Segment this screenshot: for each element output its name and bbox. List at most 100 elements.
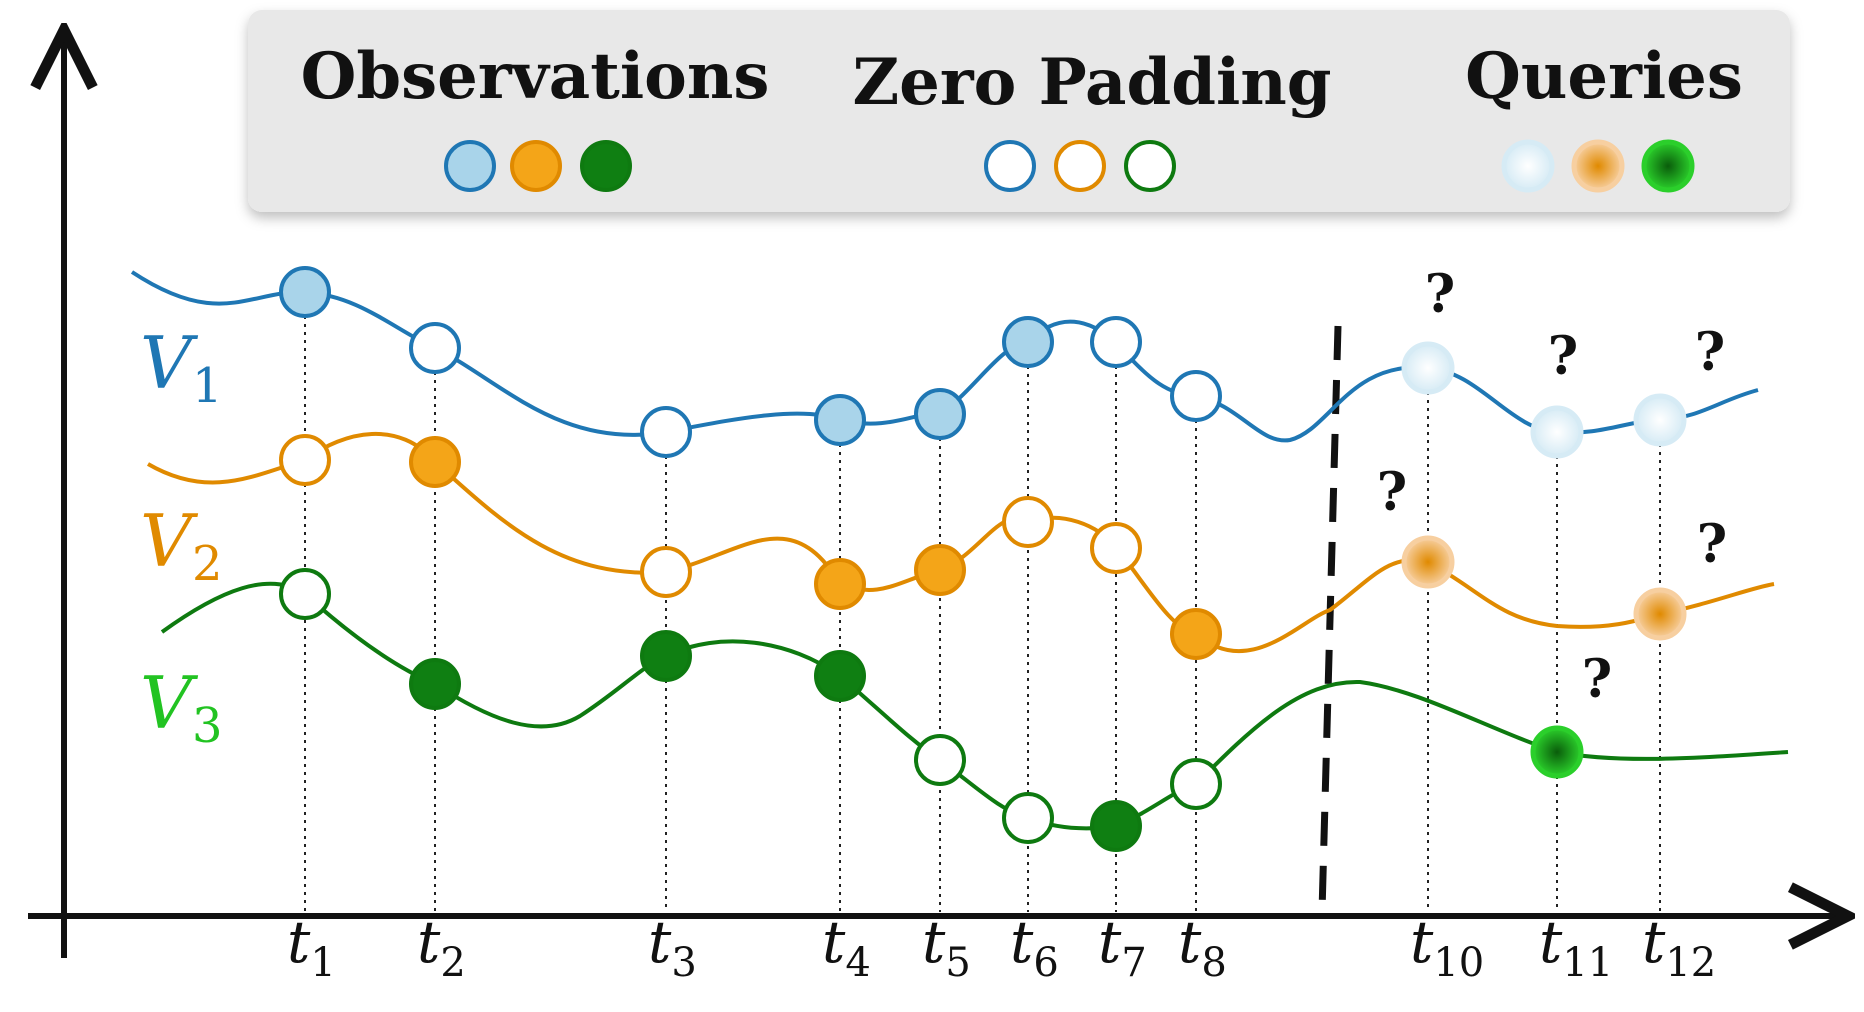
point-V3-t7-observed: [1090, 800, 1142, 852]
legend-swatch-padding-V3: [1124, 140, 1176, 192]
tick-label-t5-subscript: 5: [945, 940, 970, 986]
legend-swatch-observed-V2: [510, 140, 562, 192]
tick-label-t10-subscript: 10: [1433, 940, 1484, 986]
query-mark-V1-t10: ?: [1425, 264, 1455, 325]
point-V2-t10-query: [1401, 535, 1455, 589]
tick-label-t6: t6: [1010, 908, 1059, 986]
point-V3-t5-padding: [914, 734, 966, 786]
point-V1-t4-observed: [814, 394, 866, 446]
point-V2-t7-padding: [1090, 522, 1142, 574]
tick-label-t11: t11: [1539, 908, 1613, 986]
tick-label-t5: t5: [922, 908, 971, 986]
legend-swatch-observed-V1: [444, 140, 496, 192]
legend-swatch-observed-V3: [580, 140, 632, 192]
point-V1-t3-padding: [640, 406, 692, 458]
variable-label-V1-subscript: 1: [192, 358, 223, 414]
query-mark-V1-t11: ?: [1548, 326, 1578, 387]
variable-label-V3-symbol: V: [140, 661, 199, 745]
tick-label-t3-subscript: 3: [671, 940, 696, 986]
variable-label-V1-symbol: V: [140, 321, 199, 405]
point-V3-t4-observed: [814, 650, 866, 702]
tick-label-t6-symbol: t: [1010, 908, 1034, 976]
point-V2-t4-observed: [814, 558, 866, 610]
axes: [28, 30, 1848, 958]
point-V2-t3-padding: [640, 546, 692, 598]
legend-swatch-padding-V1: [984, 140, 1036, 192]
tick-label-t11-subscript: 11: [1562, 940, 1613, 986]
variable-label-V2-symbol: V: [140, 499, 199, 583]
variable-label-V3-subscript: 3: [192, 698, 223, 754]
tick-label-t7-symbol: t: [1098, 908, 1122, 976]
tick-label-t3: t3: [648, 908, 697, 986]
point-V3-t8-padding: [1170, 758, 1222, 810]
legend-queries-label: Queries: [1465, 39, 1743, 114]
time-tick-labels: t1 t2 t3 t4 t5 t6 t7 t8 t10 t11 t12: [287, 908, 1716, 986]
variable-label-V1: V1: [140, 321, 223, 414]
point-V3-t2-observed: [409, 658, 461, 710]
tick-label-t8: t8: [1178, 908, 1227, 986]
tick-label-t2: t2: [417, 908, 466, 986]
point-V1-t6-observed: [1002, 316, 1054, 368]
tick-label-t12-symbol: t: [1642, 908, 1666, 976]
query-mark-V2-t10: ?: [1377, 462, 1407, 523]
point-V2-t1-padding: [279, 434, 331, 486]
point-V2-t12-query: [1633, 587, 1687, 641]
forecast-boundary: [1318, 325, 1342, 913]
point-V3-t1-padding: [279, 568, 331, 620]
variable-label-V3: V3: [140, 661, 223, 754]
point-V3-t6-padding: [1002, 792, 1054, 844]
query-marks: ??????: [1377, 264, 1727, 710]
point-V1-t10-query: [1401, 341, 1455, 395]
query-mark-V1-t12: ?: [1695, 322, 1725, 383]
tick-label-t4: t4: [822, 908, 871, 986]
point-V2-t5-observed: [914, 544, 966, 596]
point-V3-t11-query: [1530, 725, 1584, 779]
legend-swatch-padding-V2: [1054, 140, 1106, 192]
legend-observations-label: Observations: [301, 39, 770, 114]
tick-label-t8-symbol: t: [1178, 908, 1202, 976]
point-V2-t6-padding: [1002, 496, 1054, 548]
point-V2-t2-observed: [409, 436, 461, 488]
tick-label-t10: t10: [1410, 908, 1484, 986]
query-mark-V2-t12: ?: [1697, 514, 1727, 575]
series-points: [279, 266, 1687, 852]
tick-label-t7-subscript: 7: [1121, 940, 1146, 986]
point-V2-t8-observed: [1170, 608, 1222, 660]
tick-label-t3-symbol: t: [648, 908, 672, 976]
tick-label-t4-subscript: 4: [845, 940, 870, 986]
legend-zero-padding-label: Zero Padding: [852, 45, 1331, 120]
point-V1-t7-padding: [1090, 316, 1142, 368]
variable-label-V2-subscript: 2: [192, 536, 223, 592]
point-V3-t3-observed: [640, 630, 692, 682]
tick-label-t1-subscript: 1: [310, 940, 335, 986]
tick-label-t6-subscript: 6: [1033, 940, 1058, 986]
tick-label-t11-symbol: t: [1539, 908, 1563, 976]
point-V1-t11-query: [1530, 405, 1584, 459]
tick-label-t8-subscript: 8: [1201, 940, 1226, 986]
curve-V2: [146, 431, 1775, 654]
tick-label-t2-subscript: 2: [440, 940, 465, 986]
tick-label-t1-symbol: t: [287, 908, 311, 976]
tick-label-t2-symbol: t: [417, 908, 441, 976]
point-V1-t1-observed: [279, 266, 331, 318]
point-V1-t2-padding: [409, 322, 461, 374]
legend-swatch-query-V3: [1641, 139, 1695, 193]
legend: Observations Zero Padding Queries: [248, 10, 1790, 212]
tick-label-t7: t7: [1098, 908, 1147, 986]
tick-label-t5-symbol: t: [922, 908, 946, 976]
point-V1-t5-observed: [914, 388, 966, 440]
legend-swatch-query-V2: [1571, 139, 1625, 193]
tick-label-t12: t12: [1642, 908, 1716, 986]
time-guides: [304, 292, 1661, 912]
point-V1-t12-query: [1633, 393, 1687, 447]
legend-swatch-query-V1: [1501, 139, 1555, 193]
legend-box: [248, 10, 1790, 212]
tick-label-t12-subscript: 12: [1665, 940, 1716, 986]
curve-V3: [160, 581, 1789, 831]
tick-label-t10-symbol: t: [1410, 908, 1434, 976]
tick-label-t4-symbol: t: [822, 908, 846, 976]
point-V1-t8-padding: [1170, 370, 1222, 422]
variable-label-V2: V2: [140, 499, 223, 592]
